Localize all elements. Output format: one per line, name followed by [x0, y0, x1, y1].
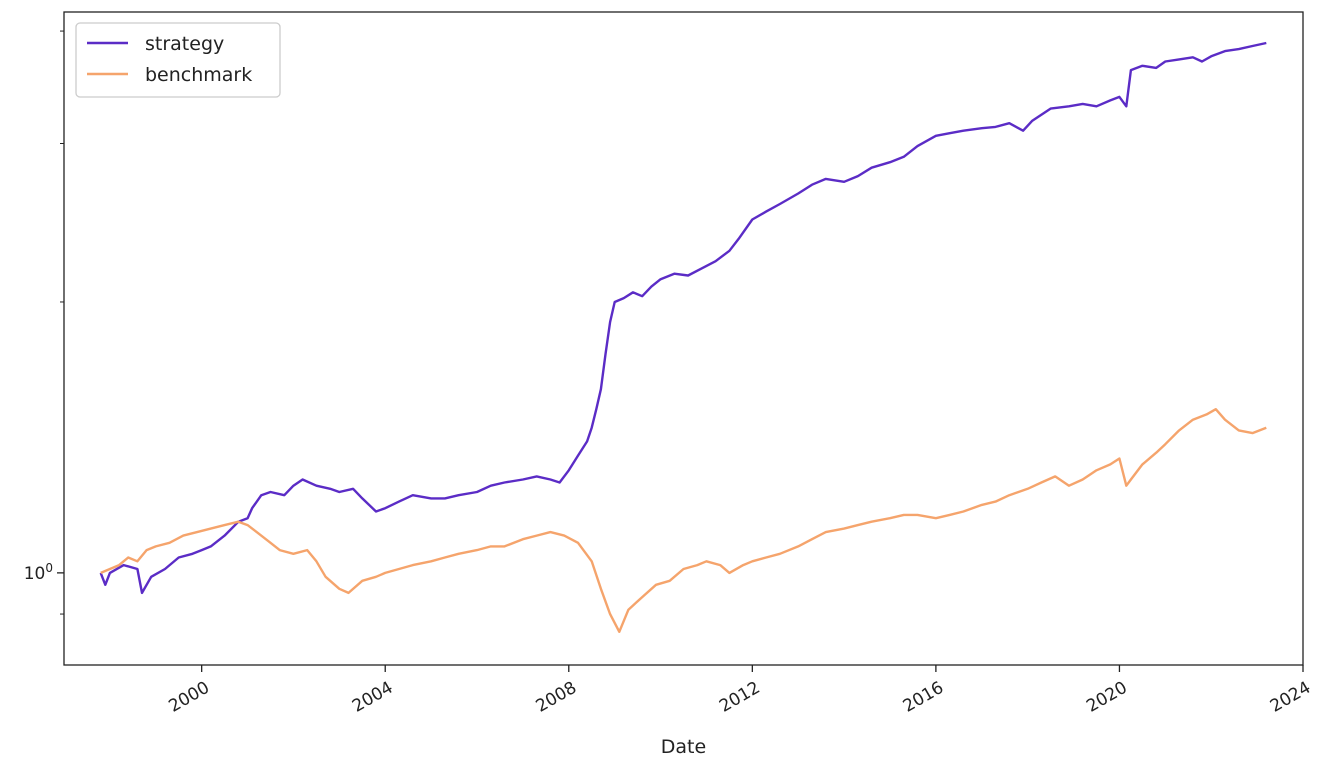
- y-axis: 100: [24, 30, 64, 615]
- x-tick-label: 2004: [349, 678, 396, 717]
- y-tick-label-base: 10: [24, 564, 46, 584]
- series-line-benchmark: [100, 408, 1267, 633]
- x-tick-label: 2024: [1267, 678, 1314, 717]
- y-tick-label: 100: [24, 561, 53, 584]
- legend-box: [75, 22, 281, 98]
- y-tick-label-exponent: 0: [45, 561, 53, 575]
- x-tick-label: 2008: [533, 678, 580, 717]
- series-line-strategy: [99, 41, 1267, 595]
- legend: strategy benchmark: [75, 22, 281, 98]
- series-layer: [99, 41, 1267, 633]
- x-tick-label: 2020: [1083, 678, 1130, 717]
- legend-label-strategy: strategy: [145, 33, 224, 55]
- x-axis-title: Date: [661, 736, 706, 758]
- legend-label-benchmark: benchmark: [145, 64, 252, 86]
- x-tick-label: 2000: [165, 678, 212, 717]
- plot-frame: [63, 11, 1304, 666]
- x-axis: 2000 2004 2008 2012 2016 2020 2024: [165, 665, 1314, 717]
- x-tick-label: 2012: [716, 678, 763, 717]
- x-tick-label: 2016: [900, 678, 947, 717]
